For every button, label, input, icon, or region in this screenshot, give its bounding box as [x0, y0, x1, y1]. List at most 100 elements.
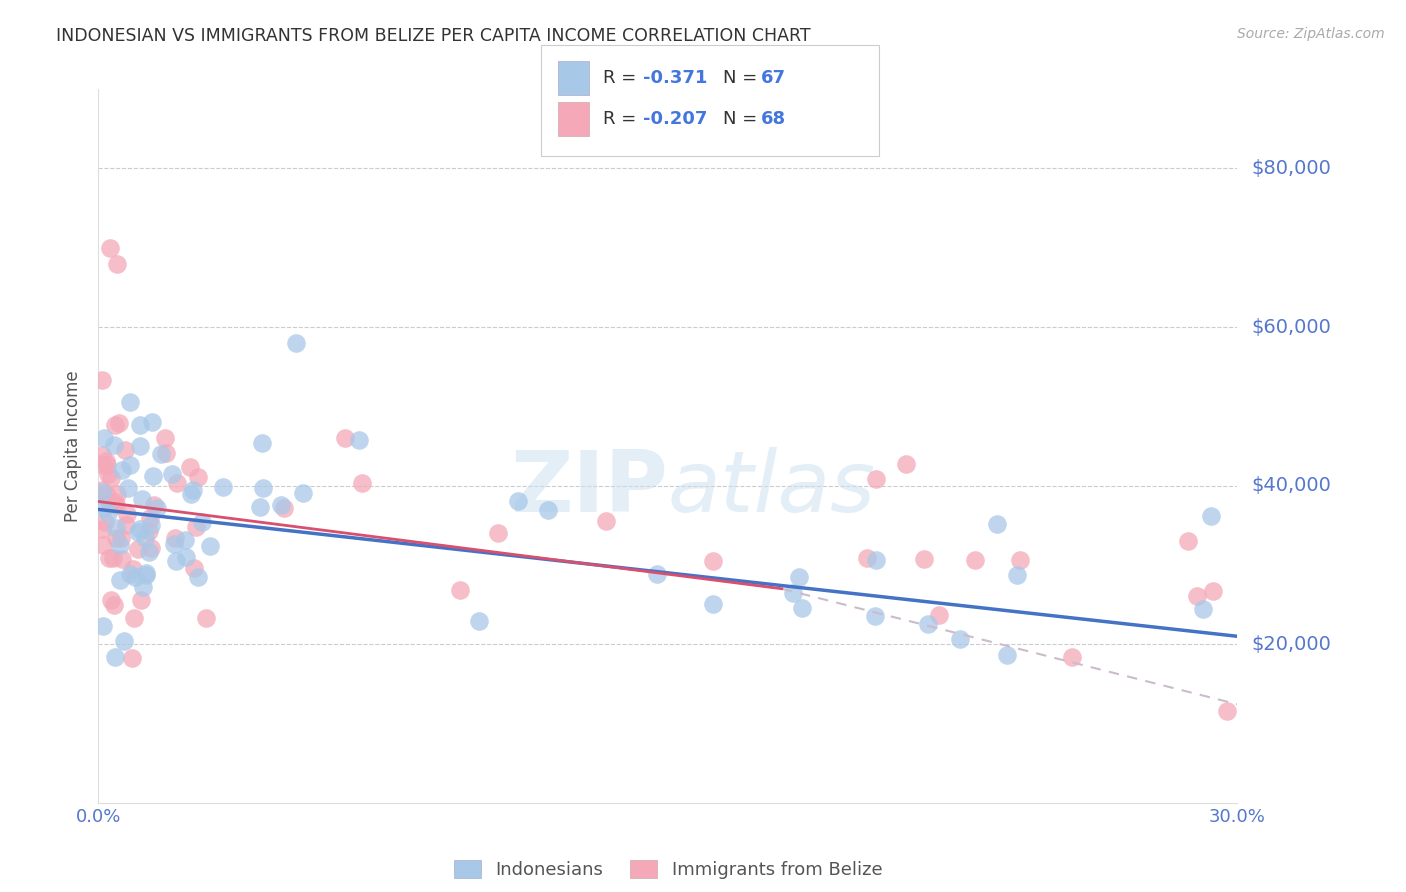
Point	[115, 517, 138, 532]
Point	[1202, 584, 1225, 599]
Y-axis label: Per Capita Income: Per Capita Income	[65, 370, 83, 522]
Point	[100, 592, 122, 607]
Point	[917, 616, 939, 631]
Point	[595, 514, 617, 528]
Point	[166, 476, 188, 491]
Point	[138, 545, 160, 559]
Point	[141, 541, 163, 555]
Point	[129, 593, 152, 607]
Point	[91, 448, 114, 462]
Point	[143, 498, 166, 512]
Point	[128, 417, 150, 432]
Point	[110, 538, 132, 552]
Point	[135, 566, 157, 580]
Point	[163, 531, 186, 545]
Point	[122, 611, 145, 625]
Point	[198, 539, 221, 553]
Point	[347, 433, 370, 447]
Point	[103, 598, 125, 612]
Point	[91, 522, 114, 536]
Point	[129, 522, 152, 536]
Point	[145, 501, 167, 516]
Point	[141, 518, 163, 533]
Point	[1192, 601, 1215, 615]
Point	[150, 447, 173, 461]
Point	[165, 554, 187, 568]
Point	[790, 600, 813, 615]
Point	[928, 607, 950, 622]
Text: N =: N =	[723, 69, 762, 87]
Point	[194, 611, 217, 625]
Point	[111, 463, 134, 477]
Point	[865, 472, 887, 486]
Point	[139, 511, 162, 525]
Text: atlas: atlas	[668, 447, 876, 531]
Point	[94, 515, 117, 529]
Point	[187, 570, 209, 584]
Point	[183, 561, 205, 575]
Point	[97, 506, 120, 520]
Point	[100, 471, 122, 485]
Point	[284, 335, 307, 350]
Text: R =: R =	[603, 110, 643, 128]
Point	[104, 531, 127, 545]
Text: Source: ZipAtlas.com: Source: ZipAtlas.com	[1237, 27, 1385, 41]
Point	[91, 373, 114, 387]
Point	[252, 481, 274, 495]
Point	[118, 567, 141, 582]
Point	[508, 494, 530, 508]
Point	[180, 487, 202, 501]
Point	[105, 486, 128, 500]
Text: ZIP: ZIP	[510, 447, 668, 531]
Text: -0.371: -0.371	[643, 69, 707, 87]
Point	[191, 515, 214, 529]
Point	[179, 460, 201, 475]
Text: $40,000: $40,000	[1251, 476, 1331, 495]
Point	[142, 469, 165, 483]
Point	[468, 614, 491, 628]
Point	[787, 569, 810, 583]
Point	[104, 495, 127, 509]
Legend: Indonesians, Immigrants from Belize: Indonesians, Immigrants from Belize	[446, 853, 890, 887]
Point	[1185, 589, 1208, 603]
Point	[211, 480, 233, 494]
Text: $20,000: $20,000	[1251, 635, 1331, 654]
Point	[108, 416, 131, 430]
Point	[93, 501, 115, 516]
Point	[174, 549, 197, 564]
Point	[856, 551, 879, 566]
Point	[702, 554, 724, 568]
Point	[155, 431, 177, 445]
Point	[141, 415, 163, 429]
Point	[107, 257, 129, 271]
Point	[108, 573, 131, 587]
Point	[449, 582, 471, 597]
Point	[252, 436, 274, 450]
Point	[97, 550, 120, 565]
Point	[1005, 567, 1028, 582]
Point	[912, 552, 935, 566]
Point	[865, 552, 887, 566]
Point	[97, 467, 120, 482]
Text: $80,000: $80,000	[1251, 159, 1331, 178]
Point	[187, 470, 209, 484]
Point	[782, 585, 804, 599]
Point	[104, 649, 127, 664]
Point	[486, 526, 509, 541]
Point	[995, 648, 1018, 662]
Text: INDONESIAN VS IMMIGRANTS FROM BELIZE PER CAPITA INCOME CORRELATION CHART: INDONESIAN VS IMMIGRANTS FROM BELIZE PER…	[56, 27, 811, 45]
Point	[273, 501, 295, 516]
Point	[163, 537, 186, 551]
Point	[103, 438, 125, 452]
Text: -0.207: -0.207	[643, 110, 707, 128]
Point	[645, 566, 668, 581]
Point	[91, 458, 114, 473]
Text: R =: R =	[603, 69, 643, 87]
Point	[134, 532, 156, 546]
Point	[121, 562, 143, 576]
Point	[949, 632, 972, 646]
Point	[121, 651, 143, 665]
Point	[117, 507, 139, 521]
Point	[96, 488, 118, 502]
Point	[1199, 508, 1222, 523]
